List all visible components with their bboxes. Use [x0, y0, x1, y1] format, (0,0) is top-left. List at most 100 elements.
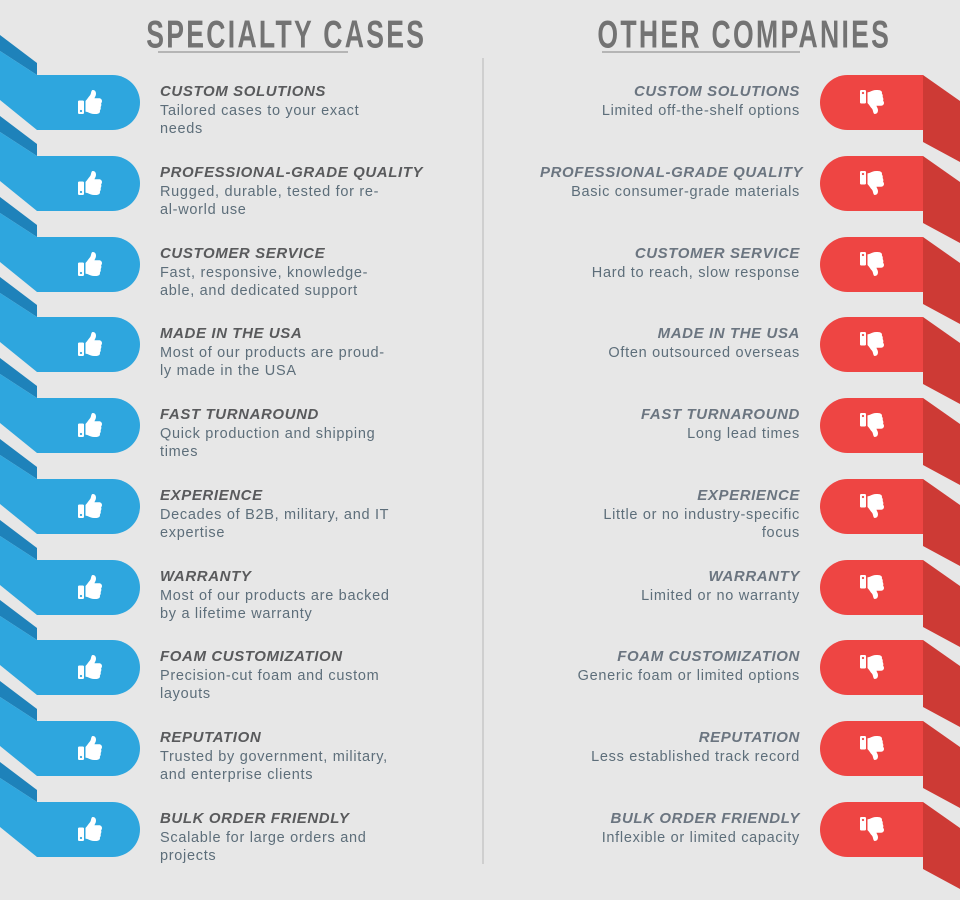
- right-column-header: OTHER COMPANIES: [551, 13, 889, 57]
- ribbon-fold-back: [0, 116, 37, 156]
- con-item-title: CUSTOM SOLUTIONS: [634, 83, 800, 100]
- ribbon-fold-back: [923, 156, 960, 243]
- ribbon-fold-back: [923, 560, 960, 647]
- ribbon-fold-back: [923, 398, 960, 485]
- pro-item-title: PROFESSIONAL-GRADE QUALITY: [160, 164, 424, 181]
- thumbs-up-icon: [78, 413, 102, 437]
- ribbon-fold-back: [0, 520, 37, 560]
- pro-pill: [37, 75, 140, 130]
- pro-pill: [37, 560, 140, 615]
- con-item-title: BULK ORDER FRIENDLY: [610, 810, 800, 827]
- con-item-title: FAST TURNAROUND: [641, 406, 800, 423]
- ribbon-front: [0, 213, 37, 292]
- comparison-row: FAST TURNAROUND Quick production and shi…: [0, 358, 960, 485]
- con-item-desc: Less established track record: [591, 749, 800, 765]
- ribbon-fold-back: [923, 721, 960, 808]
- thumbs-down-icon: [860, 575, 884, 599]
- pro-text-block: REPUTATION Trusted by government, milita…: [160, 729, 420, 784]
- right-ribbon-stripe: [923, 640, 960, 727]
- left-column-title: SPECIALTY CASES: [146, 13, 427, 57]
- ribbon-fold-back: [0, 358, 37, 398]
- pro-item-title: BULK ORDER FRIENDLY: [160, 810, 350, 827]
- con-item-title: REPUTATION: [698, 729, 800, 746]
- ribbon-fold-back: [0, 35, 37, 75]
- pro-pill: [37, 398, 140, 453]
- right-column-title: OTHER COMPANIES: [597, 13, 892, 57]
- ribbon-front: [0, 536, 37, 615]
- con-pill: [820, 156, 923, 211]
- ribbon-front: [0, 697, 37, 776]
- con-item-title: EXPERIENCE: [697, 487, 800, 504]
- comparison-row: CUSTOM SOLUTIONS Tailored cases to your …: [0, 35, 960, 162]
- right-ribbon-stripe: [923, 398, 960, 485]
- con-pill: [820, 75, 923, 130]
- pro-text-block: MADE IN THE USA Most of our products are…: [160, 325, 420, 380]
- thumbs-down-icon: [860, 413, 884, 437]
- left-ribbon-stripe: [0, 197, 37, 292]
- con-text-block: EXPERIENCE Little or no industry-specifi…: [540, 487, 800, 542]
- ribbon-front: [0, 374, 37, 453]
- pro-item-desc: Trusted by government, military, and ent…: [160, 749, 388, 783]
- pro-text-block: BULK ORDER FRIENDLY Scalable for large o…: [160, 810, 420, 865]
- left-ribbon-stripe: [0, 35, 37, 130]
- ribbon-fold-back: [0, 600, 37, 640]
- pro-item-desc: Rugged, durable, tested for re- al-world…: [160, 184, 380, 218]
- ribbon-front: [0, 778, 37, 857]
- con-item-desc: Little or no industry-specific focus: [603, 507, 800, 541]
- right-ribbon-stripe: [923, 479, 960, 566]
- thumbs-up-icon: [78, 171, 102, 195]
- left-title-underline: [158, 51, 348, 53]
- pro-pill: [37, 156, 140, 211]
- thumbs-down-icon: [860, 171, 884, 195]
- right-title-underline: [602, 51, 800, 53]
- pro-item-desc: Quick production and shipping times: [160, 426, 376, 460]
- left-ribbon-stripe: [0, 600, 37, 695]
- left-ribbon-stripe: [0, 277, 37, 372]
- left-ribbon-stripe: [0, 762, 37, 857]
- pro-text-block: EXPERIENCE Decades of B2B, military, and…: [160, 487, 420, 542]
- comparison-row: CUSTOMER SERVICE Fast, responsive, knowl…: [0, 197, 960, 324]
- pro-item-title: MADE IN THE USA: [160, 325, 303, 342]
- ribbon-fold-back: [0, 439, 37, 479]
- pro-item-title: FOAM CUSTOMIZATION: [160, 648, 343, 665]
- ribbon-fold-back: [0, 762, 37, 802]
- right-ribbon-stripe: [923, 560, 960, 647]
- comparison-row: WARRANTY Most of our products are backed…: [0, 520, 960, 647]
- left-ribbon-stripe: [0, 358, 37, 453]
- thumbs-down-icon: [860, 90, 884, 114]
- thumbs-down-icon: [860, 655, 884, 679]
- ribbon-fold-back: [923, 237, 960, 324]
- con-item-title: MADE IN THE USA: [657, 325, 800, 342]
- right-ribbon-stripe: [923, 802, 960, 889]
- comparison-row: EXPERIENCE Decades of B2B, military, and…: [0, 439, 960, 566]
- ribbon-front: [0, 51, 37, 130]
- thumbs-down-icon: [860, 332, 884, 356]
- pro-item-desc: Decades of B2B, military, and IT experti…: [160, 507, 390, 541]
- con-pill: [820, 560, 923, 615]
- ribbon-fold-back: [923, 802, 960, 889]
- pro-item-title: FAST TURNAROUND: [160, 406, 319, 423]
- comparison-row: FOAM CUSTOMIZATION Precision-cut foam an…: [0, 600, 960, 727]
- left-ribbon-stripe: [0, 439, 37, 534]
- ribbon-front: [0, 132, 37, 211]
- con-item-desc: Hard to reach, slow response: [591, 265, 800, 281]
- con-pill: [820, 237, 923, 292]
- con-text-block: FOAM CUSTOMIZATION Generic foam or limit…: [540, 648, 800, 686]
- comparison-row: MADE IN THE USA Most of our products are…: [0, 277, 960, 404]
- pro-text-block: WARRANTY Most of our products are backed…: [160, 568, 420, 623]
- pro-item-desc: Scalable for large orders and projects: [160, 830, 367, 864]
- right-ribbon-stripe: [923, 156, 960, 243]
- thumbs-up-icon: [78, 575, 102, 599]
- thumbs-down-icon: [860, 817, 884, 841]
- column-divider: [482, 58, 484, 864]
- pro-item-desc: Precision-cut foam and custom layouts: [160, 668, 380, 702]
- thumbs-up-icon: [78, 332, 102, 356]
- left-column-header: SPECIALTY CASES: [102, 13, 424, 57]
- con-pill: [820, 317, 923, 372]
- thumbs-up-icon: [78, 736, 102, 760]
- comparison-row: REPUTATION Trusted by government, milita…: [0, 681, 960, 808]
- con-text-block: CUSTOM SOLUTIONS Limited off-the-shelf o…: [540, 83, 800, 121]
- pro-text-block: CUSTOM SOLUTIONS Tailored cases to your …: [160, 83, 420, 138]
- pro-pill: [37, 640, 140, 695]
